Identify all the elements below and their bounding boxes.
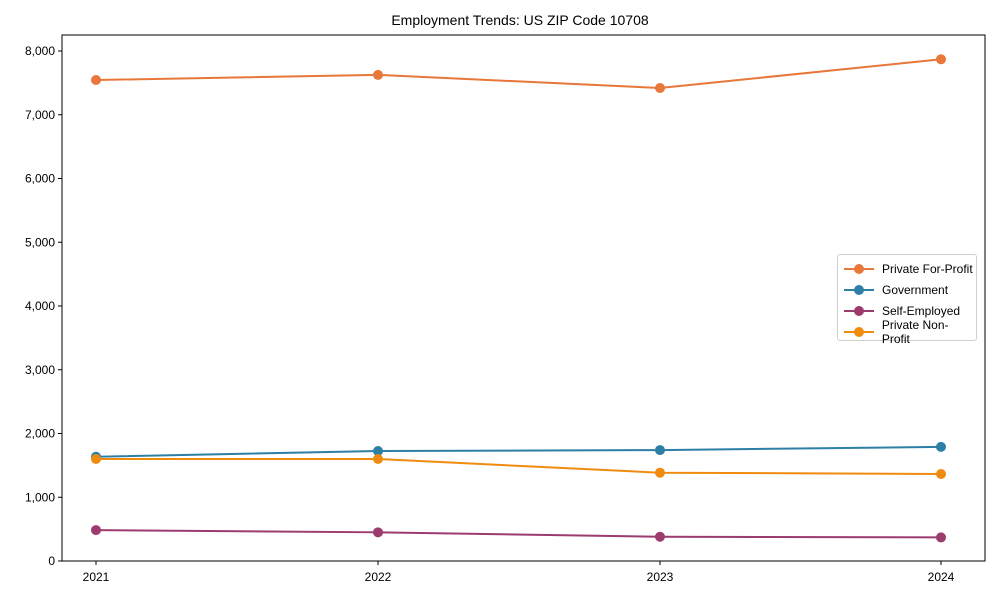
- data-point: [936, 54, 946, 65]
- chart-title: Employment Trends: US ZIP Code 10708: [391, 12, 649, 28]
- legend-label: Private Non-Profit: [881, 317, 949, 346]
- series-self-employed: [91, 525, 946, 543]
- data-point: [936, 532, 946, 543]
- data-point: [373, 446, 383, 457]
- plot-frame: [61, 34, 986, 562]
- data-point: [655, 467, 665, 478]
- data-point: [936, 468, 946, 479]
- series-private-for-profit: [91, 54, 946, 93]
- legend-marker-icon: [844, 263, 874, 274]
- series-private-non-profit: [91, 454, 946, 479]
- legend-marker-icon: [844, 284, 874, 295]
- series-lines: [91, 54, 946, 543]
- legend: Private For-Profit Government Self-Employe…: [837, 254, 977, 346]
- legend-label: Self-Employed: [882, 303, 961, 318]
- legend-item: Self-Employed: [844, 300, 976, 321]
- data-point: [655, 531, 665, 542]
- legend-item: Private Non-Profit: [844, 318, 976, 346]
- data-point: [373, 527, 383, 538]
- legend-label: Private For-Profit: [882, 261, 973, 276]
- x-axis: 2021 2022 2023 2024: [83, 561, 955, 584]
- y-tick-label: 1,000: [25, 490, 55, 504]
- y-tick-label: 5,000: [25, 235, 55, 249]
- x-tick-label: 2023: [647, 570, 674, 584]
- data-point: [91, 454, 101, 464]
- legend-marker-icon: [844, 326, 874, 337]
- y-tick-label: 0: [48, 554, 55, 568]
- data-point: [936, 441, 946, 452]
- data-point: [91, 75, 101, 86]
- y-tick-label: 3,000: [25, 363, 55, 377]
- data-point: [655, 82, 665, 93]
- data-point: [373, 454, 383, 464]
- legend-item: Government: [844, 279, 976, 300]
- x-tick-label: 2021: [83, 570, 110, 584]
- data-point: [91, 525, 101, 536]
- legend-label: Government: [882, 282, 949, 297]
- data-point: [655, 445, 665, 456]
- data-point: [373, 69, 383, 80]
- y-tick-label: 4,000: [25, 299, 55, 313]
- y-tick-label: 8,000: [25, 44, 55, 58]
- y-tick-label: 2,000: [25, 427, 55, 441]
- legend-marker-icon: [844, 305, 874, 316]
- y-axis: 0 1,000 2,000 3,000 4,000 5,000 6,000 7,000 8,00…: [25, 44, 62, 568]
- y-tick-label: 6,000: [25, 172, 55, 186]
- legend-item: Private For-Profit: [844, 258, 976, 279]
- y-tick-label: 7,000: [25, 108, 55, 122]
- x-tick-label: 2024: [928, 570, 955, 584]
- x-tick-label: 2022: [365, 570, 392, 584]
